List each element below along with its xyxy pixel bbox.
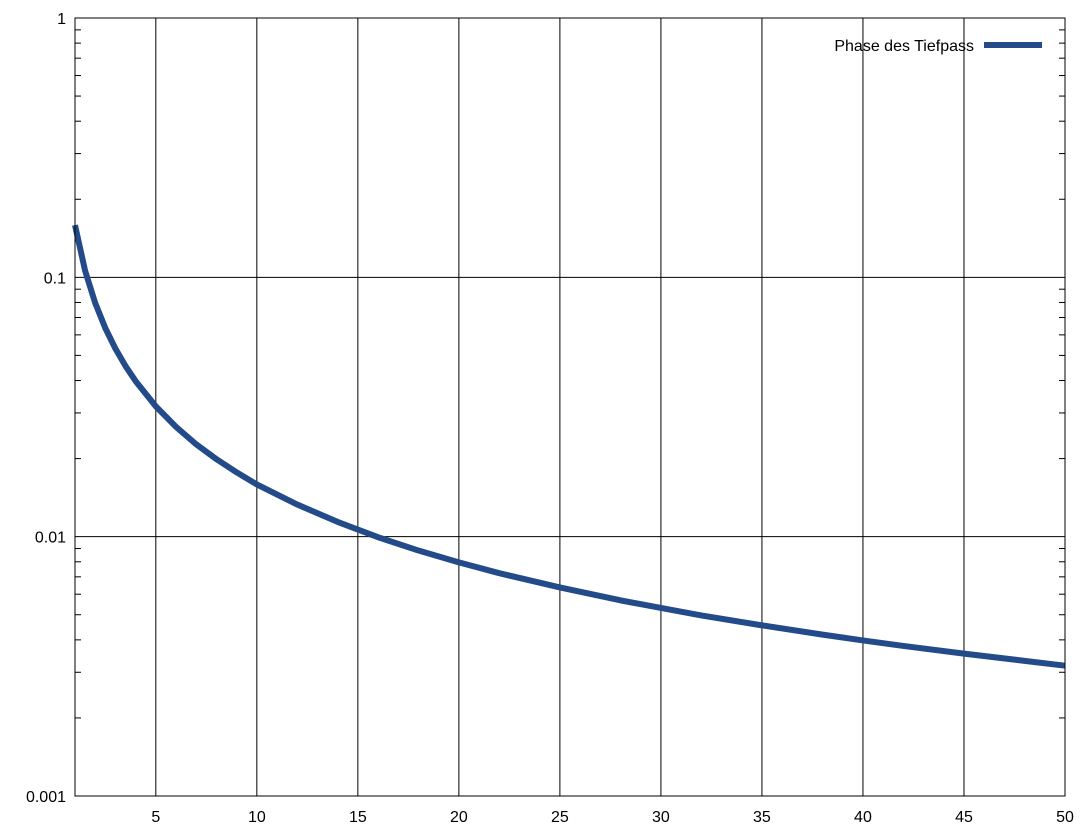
legend-label: Phase des Tiefpass [834,38,974,55]
x-tick-label: 20 [450,809,468,826]
y-tick-labels: 0.001 0.01 0.1 1 [26,11,66,806]
x-tick-label: 25 [551,809,569,826]
x-tick-label: 35 [753,809,771,826]
minor-tick-layer [75,29,1065,719]
x-tick-label: 40 [854,809,872,826]
x-tick-label: 15 [349,809,367,826]
y-tick-label: 0.001 [26,789,66,806]
grid-layer [75,17,1066,797]
y-tick-label: 0.1 [44,270,66,287]
x-tick-label: 50 [1056,809,1074,826]
y-tick-label: 0.01 [35,530,66,547]
y-tick-label: 1 [57,11,66,28]
plot-frame [74,17,1066,797]
x-tick-label: 30 [652,809,670,826]
series-line [72,224,1066,669]
x-tick-label: 5 [151,809,160,826]
legend: Phase des Tiefpass [834,38,1042,55]
series-layer [72,224,1066,669]
x-tick-label: 45 [955,809,973,826]
x-tick-labels: 5 10 15 20 25 30 35 40 45 50 [151,809,1074,826]
x-tick-label: 10 [248,809,266,826]
